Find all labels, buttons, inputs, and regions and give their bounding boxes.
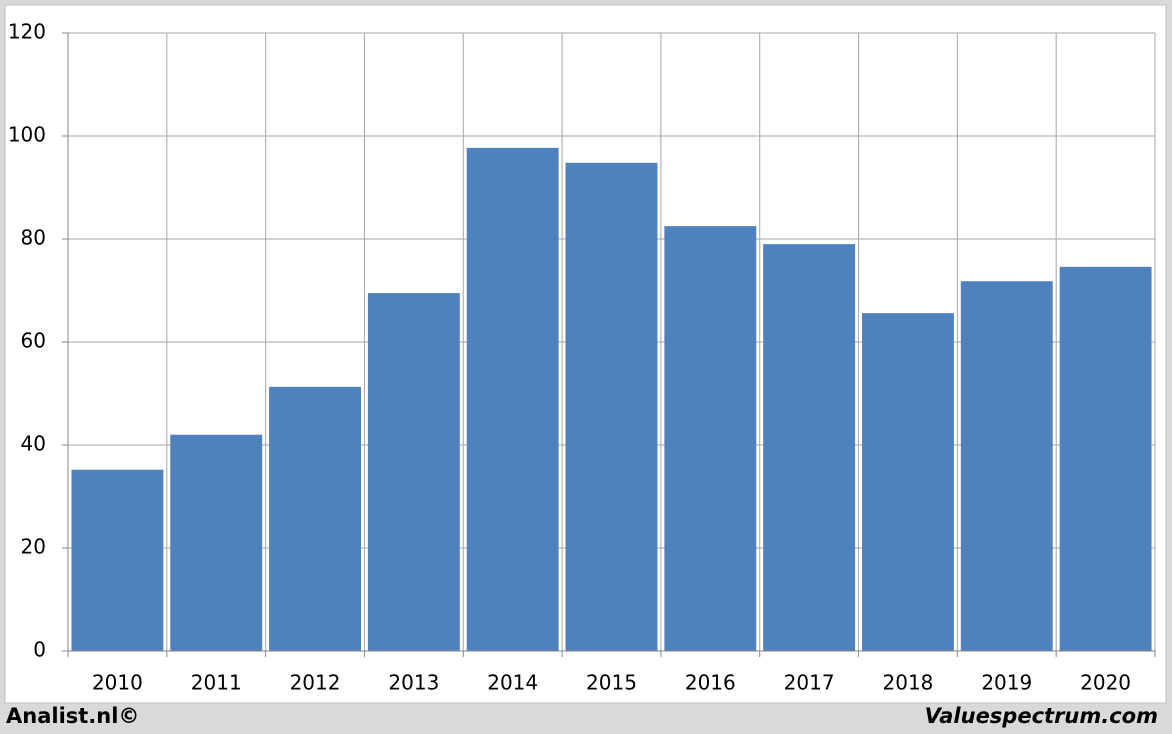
x-tick-label: 2012: [290, 671, 341, 695]
bar: [862, 313, 954, 651]
bar: [466, 147, 559, 651]
x-tick-label: 2017: [784, 671, 835, 695]
y-tick-label: 60: [21, 329, 46, 353]
bar: [565, 162, 658, 651]
y-tick-label: 100: [8, 123, 46, 147]
x-tick-label: 2011: [191, 671, 242, 695]
x-tick-label: 2015: [586, 671, 637, 695]
x-tick-label: 2018: [883, 671, 934, 695]
y-tick-label: 20: [21, 535, 46, 559]
bar: [367, 293, 460, 651]
bar: [170, 434, 263, 651]
x-tick-label: 2014: [487, 671, 538, 695]
x-tick-label: 2016: [685, 671, 736, 695]
bar: [269, 386, 361, 651]
y-tick-label: 120: [8, 20, 46, 44]
credit-right: Valuespectrum.com: [925, 704, 1158, 728]
bar: [1059, 266, 1152, 651]
bar: [763, 244, 856, 651]
bar: [664, 226, 757, 651]
credit-left: Analist.nl©: [6, 704, 139, 728]
y-tick-label: 40: [21, 432, 46, 456]
x-tick-label: 2013: [388, 671, 439, 695]
y-tick-label: 0: [33, 638, 46, 662]
x-tick-label: 2010: [92, 671, 143, 695]
x-tick-label: 2020: [1080, 671, 1131, 695]
bar: [960, 281, 1053, 651]
y-tick-label: 80: [21, 226, 46, 250]
x-tick-label: 2019: [981, 671, 1032, 695]
bar: [71, 469, 164, 651]
